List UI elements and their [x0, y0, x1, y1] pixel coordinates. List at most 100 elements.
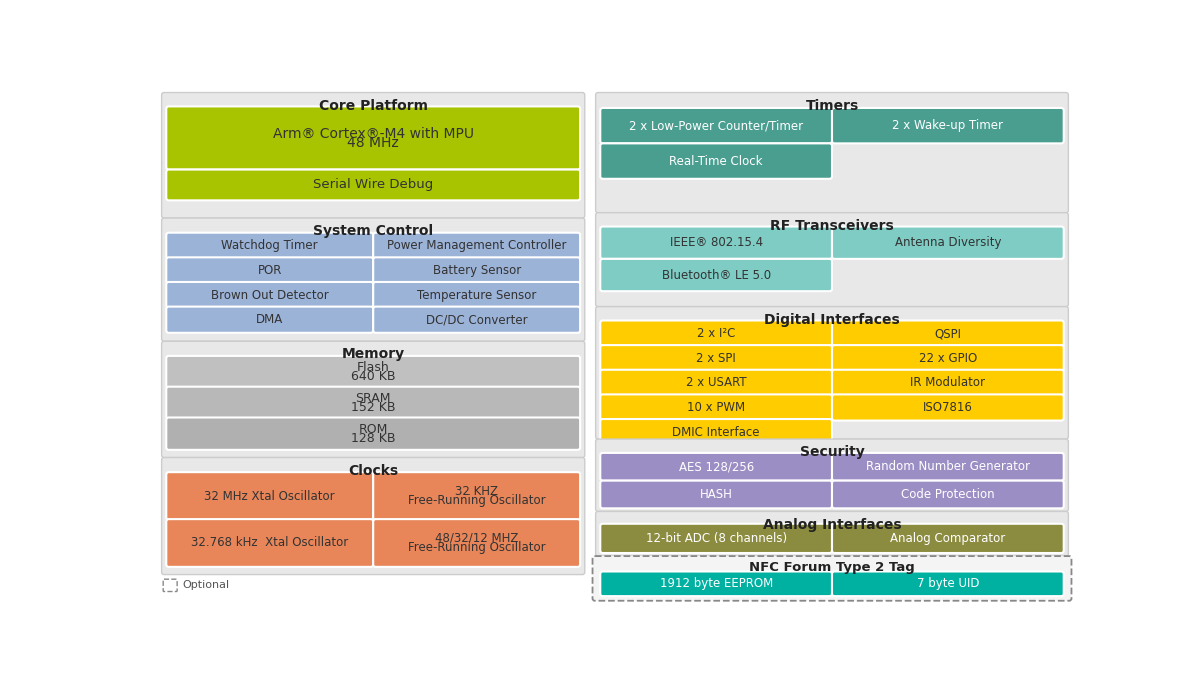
Text: Free-Running Oscillator: Free-Running Oscillator	[408, 494, 546, 507]
FancyBboxPatch shape	[832, 394, 1063, 421]
FancyBboxPatch shape	[167, 107, 580, 169]
Text: Temperature Sensor: Temperature Sensor	[416, 288, 536, 302]
Text: RF Transceivers: RF Transceivers	[770, 219, 894, 233]
FancyBboxPatch shape	[600, 481, 832, 508]
FancyBboxPatch shape	[167, 169, 580, 200]
FancyBboxPatch shape	[600, 419, 832, 446]
Text: Memory: Memory	[342, 348, 404, 361]
Text: Timers: Timers	[805, 99, 859, 113]
Text: 2 x Wake-up Timer: 2 x Wake-up Timer	[893, 119, 1003, 132]
FancyBboxPatch shape	[832, 345, 1063, 371]
Text: 32 MHz Xtal Oscillator: 32 MHz Xtal Oscillator	[204, 489, 335, 502]
Text: DMA: DMA	[256, 313, 283, 326]
Text: DMIC Interface: DMIC Interface	[672, 426, 760, 439]
Text: 12-bit ADC (8 channels): 12-bit ADC (8 channels)	[646, 532, 787, 545]
Text: 32 KHZ: 32 KHZ	[455, 485, 498, 498]
Text: HASH: HASH	[700, 488, 732, 501]
FancyBboxPatch shape	[373, 233, 580, 259]
Text: Brown Out Detector: Brown Out Detector	[211, 288, 329, 302]
Text: Power Management Controller: Power Management Controller	[386, 239, 566, 252]
FancyBboxPatch shape	[167, 472, 373, 520]
Text: ROM: ROM	[359, 423, 388, 435]
Text: IR Modulator: IR Modulator	[911, 377, 985, 389]
FancyBboxPatch shape	[600, 345, 832, 371]
Text: AES 128/256: AES 128/256	[678, 460, 754, 473]
Text: Clocks: Clocks	[348, 464, 398, 478]
Text: System Control: System Control	[313, 224, 433, 238]
FancyBboxPatch shape	[167, 306, 373, 333]
Text: Battery Sensor: Battery Sensor	[432, 264, 521, 277]
Text: Security: Security	[799, 445, 864, 459]
FancyBboxPatch shape	[600, 370, 832, 396]
FancyBboxPatch shape	[167, 233, 373, 259]
FancyBboxPatch shape	[600, 572, 832, 596]
Text: Serial Wire Debug: Serial Wire Debug	[313, 178, 433, 192]
FancyBboxPatch shape	[600, 108, 832, 143]
FancyBboxPatch shape	[832, 370, 1063, 396]
FancyBboxPatch shape	[832, 524, 1063, 553]
Text: IEEE® 802.15.4: IEEE® 802.15.4	[670, 236, 763, 249]
FancyBboxPatch shape	[600, 143, 832, 179]
FancyBboxPatch shape	[600, 394, 832, 421]
Text: POR: POR	[258, 264, 282, 277]
FancyBboxPatch shape	[832, 321, 1063, 347]
FancyBboxPatch shape	[832, 227, 1063, 259]
Text: 10 x PWM: 10 x PWM	[688, 401, 745, 414]
Text: 1912 byte EEPROM: 1912 byte EEPROM	[660, 577, 773, 591]
Text: 2 x I²C: 2 x I²C	[697, 327, 736, 340]
Text: DC/DC Converter: DC/DC Converter	[426, 313, 528, 326]
Text: Real-Time Clock: Real-Time Clock	[670, 155, 763, 167]
Text: QSPI: QSPI	[935, 327, 961, 340]
Text: 48 MHz: 48 MHz	[347, 136, 400, 150]
FancyBboxPatch shape	[832, 108, 1063, 143]
FancyBboxPatch shape	[162, 342, 584, 458]
FancyBboxPatch shape	[832, 572, 1063, 596]
FancyBboxPatch shape	[593, 556, 1072, 601]
FancyBboxPatch shape	[162, 92, 584, 218]
Text: Optional: Optional	[182, 580, 229, 591]
FancyBboxPatch shape	[167, 519, 373, 567]
FancyBboxPatch shape	[373, 282, 580, 308]
Text: SRAM: SRAM	[355, 392, 391, 405]
FancyBboxPatch shape	[595, 92, 1068, 213]
FancyBboxPatch shape	[162, 218, 584, 342]
Text: Bluetooth® LE 5.0: Bluetooth® LE 5.0	[661, 269, 770, 281]
FancyBboxPatch shape	[600, 321, 832, 347]
FancyBboxPatch shape	[167, 257, 373, 284]
FancyBboxPatch shape	[832, 481, 1063, 508]
Text: 152 KB: 152 KB	[350, 401, 396, 414]
FancyBboxPatch shape	[167, 418, 580, 450]
Text: Free-Running Oscillator: Free-Running Oscillator	[408, 541, 546, 554]
Text: Digital Interfaces: Digital Interfaces	[764, 313, 900, 327]
FancyBboxPatch shape	[373, 257, 580, 284]
FancyBboxPatch shape	[595, 213, 1068, 306]
Text: NFC Forum Type 2 Tag: NFC Forum Type 2 Tag	[749, 561, 914, 574]
Text: 2 x USART: 2 x USART	[686, 377, 746, 389]
Text: 2 x SPI: 2 x SPI	[696, 352, 736, 364]
Text: Analog Comparator: Analog Comparator	[890, 532, 1006, 545]
FancyBboxPatch shape	[600, 524, 832, 553]
Text: 640 KB: 640 KB	[350, 370, 396, 383]
Text: 48/32/12 MHZ: 48/32/12 MHZ	[434, 532, 518, 545]
FancyBboxPatch shape	[832, 453, 1063, 481]
Text: ISO7816: ISO7816	[923, 401, 973, 414]
Text: Arm® Cortex®-M4 with MPU: Arm® Cortex®-M4 with MPU	[272, 126, 474, 140]
FancyBboxPatch shape	[167, 282, 373, 308]
Text: Watchdog Timer: Watchdog Timer	[222, 239, 318, 252]
Text: 32.768 kHz  Xtal Oscillator: 32.768 kHz Xtal Oscillator	[191, 537, 348, 549]
Text: Analog Interfaces: Analog Interfaces	[763, 518, 901, 531]
FancyBboxPatch shape	[373, 306, 580, 333]
FancyBboxPatch shape	[162, 458, 584, 574]
Text: Random Number Generator: Random Number Generator	[866, 460, 1030, 473]
Text: 7 byte UID: 7 byte UID	[917, 577, 979, 591]
Text: Code Protection: Code Protection	[901, 488, 995, 501]
Text: Flash: Flash	[356, 361, 390, 374]
FancyBboxPatch shape	[167, 387, 580, 419]
FancyBboxPatch shape	[600, 453, 832, 481]
FancyBboxPatch shape	[600, 259, 832, 291]
FancyBboxPatch shape	[595, 512, 1068, 556]
FancyBboxPatch shape	[595, 439, 1068, 512]
FancyBboxPatch shape	[373, 519, 580, 567]
Text: 22 x GPIO: 22 x GPIO	[919, 352, 977, 364]
Text: 2 x Low-Power Counter/Timer: 2 x Low-Power Counter/Timer	[629, 119, 803, 132]
